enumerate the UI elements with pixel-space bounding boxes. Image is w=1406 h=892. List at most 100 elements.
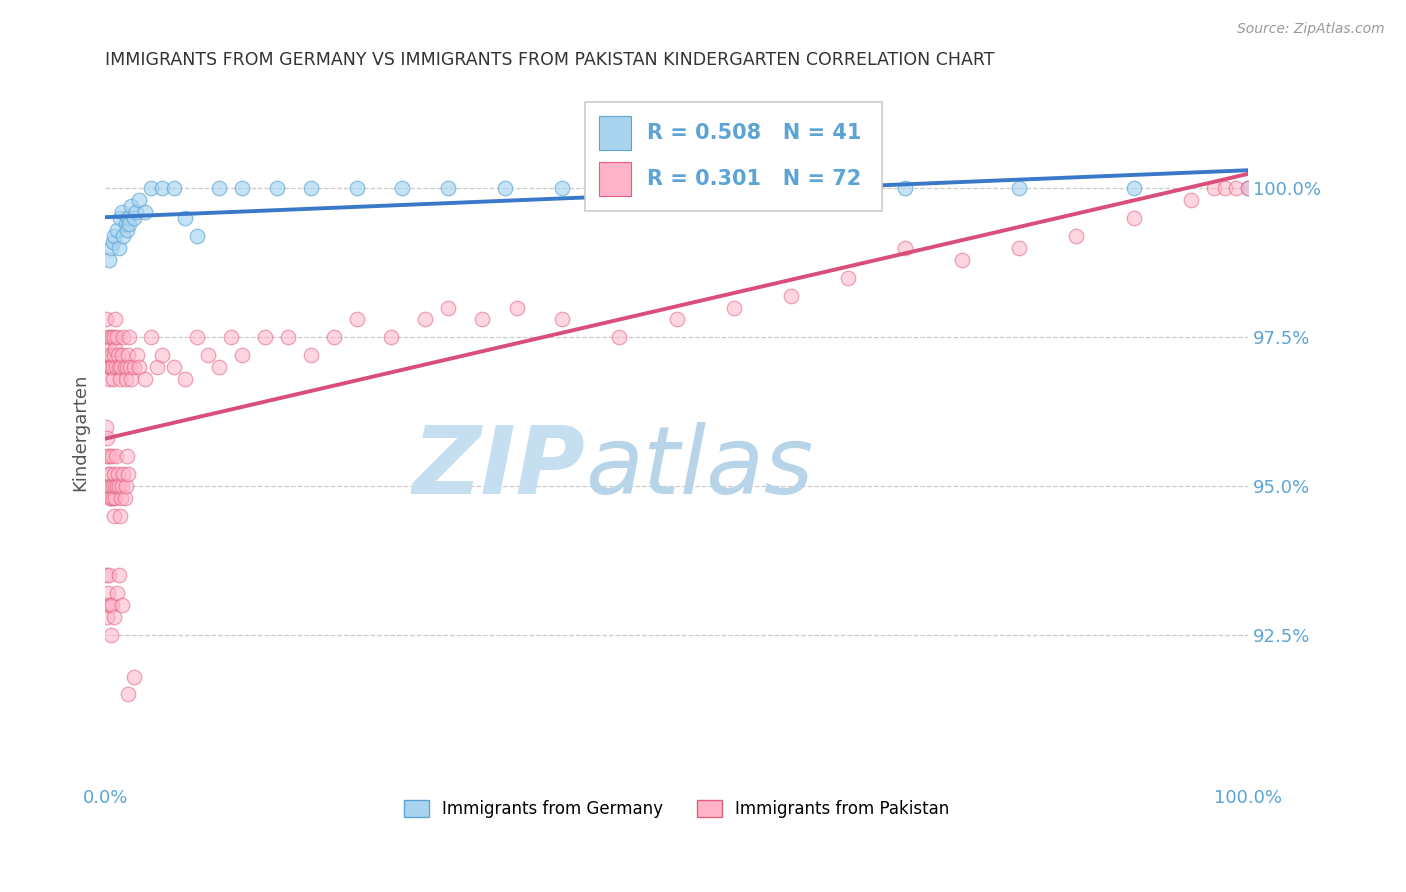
Legend: Immigrants from Germany, Immigrants from Pakistan: Immigrants from Germany, Immigrants from…	[398, 793, 956, 824]
Point	[97, 586, 120, 600]
Point	[551, 312, 574, 326]
Point	[1202, 181, 1225, 195]
Point	[114, 479, 136, 493]
Point	[115, 360, 138, 375]
Point	[139, 181, 162, 195]
Point	[96, 330, 118, 344]
Point	[103, 235, 125, 249]
Point	[127, 348, 149, 362]
Point	[117, 467, 139, 482]
Point	[103, 348, 125, 362]
Point	[150, 348, 173, 362]
Point	[101, 360, 124, 375]
Point	[299, 348, 322, 362]
Point	[122, 211, 145, 226]
Point	[163, 360, 186, 375]
Point	[1213, 181, 1236, 195]
Point	[96, 568, 118, 582]
Point	[114, 360, 136, 375]
Point	[110, 360, 132, 375]
Point	[277, 330, 299, 344]
Text: Source: ZipAtlas.com: Source: ZipAtlas.com	[1237, 22, 1385, 37]
Point	[100, 628, 122, 642]
Point	[208, 181, 231, 195]
Point	[108, 372, 131, 386]
Point	[1066, 229, 1088, 244]
Point	[105, 330, 128, 344]
Point	[104, 479, 127, 493]
Y-axis label: Kindergarten: Kindergarten	[72, 374, 89, 491]
Point	[96, 610, 118, 624]
Point	[101, 479, 124, 493]
Point	[111, 205, 134, 219]
Point	[103, 491, 125, 505]
Point	[96, 348, 118, 362]
Point	[101, 598, 124, 612]
Point	[114, 217, 136, 231]
Point	[96, 432, 118, 446]
Point	[413, 312, 436, 326]
FancyBboxPatch shape	[599, 117, 631, 150]
Point	[114, 491, 136, 505]
Point	[174, 372, 197, 386]
Point	[96, 312, 118, 326]
Point	[551, 181, 574, 195]
Point	[505, 301, 527, 315]
Point	[163, 181, 186, 195]
Point	[494, 181, 516, 195]
Point	[391, 181, 413, 195]
Point	[105, 586, 128, 600]
Point	[111, 479, 134, 493]
Point	[208, 360, 231, 375]
Point	[779, 288, 801, 302]
Point	[97, 450, 120, 464]
Point	[471, 312, 494, 326]
Point	[380, 330, 402, 344]
Point	[101, 450, 124, 464]
Point	[894, 241, 917, 255]
Point	[103, 229, 125, 244]
Point	[103, 467, 125, 482]
Point	[115, 223, 138, 237]
Point	[117, 348, 139, 362]
Point	[111, 348, 134, 362]
Point	[950, 252, 973, 267]
Point	[837, 270, 859, 285]
Point	[122, 670, 145, 684]
Point	[105, 479, 128, 493]
Point	[97, 252, 120, 267]
FancyBboxPatch shape	[585, 103, 882, 211]
Point	[231, 181, 253, 195]
Point	[322, 330, 344, 344]
Point	[121, 199, 143, 213]
Point	[117, 211, 139, 226]
Point	[103, 330, 125, 344]
Point	[103, 610, 125, 624]
Point	[134, 205, 156, 219]
Point	[837, 181, 859, 195]
Point	[125, 205, 148, 219]
Point	[98, 598, 121, 612]
Point	[779, 181, 801, 195]
Point	[98, 491, 121, 505]
Point	[254, 330, 277, 344]
Point	[97, 360, 120, 375]
Point	[104, 491, 127, 505]
Point	[894, 181, 917, 195]
Point	[108, 360, 131, 375]
Point	[108, 568, 131, 582]
Point	[100, 479, 122, 493]
Point	[128, 194, 150, 208]
Point	[117, 688, 139, 702]
Point	[103, 508, 125, 523]
Point	[104, 312, 127, 326]
Text: R = 0.508   N = 41: R = 0.508 N = 41	[647, 123, 862, 144]
Point	[112, 229, 135, 244]
Point	[96, 419, 118, 434]
Point	[98, 372, 121, 386]
Point	[134, 372, 156, 386]
Point	[108, 479, 131, 493]
Point	[266, 181, 288, 195]
Point	[104, 342, 127, 356]
Text: atlas: atlas	[585, 422, 813, 513]
